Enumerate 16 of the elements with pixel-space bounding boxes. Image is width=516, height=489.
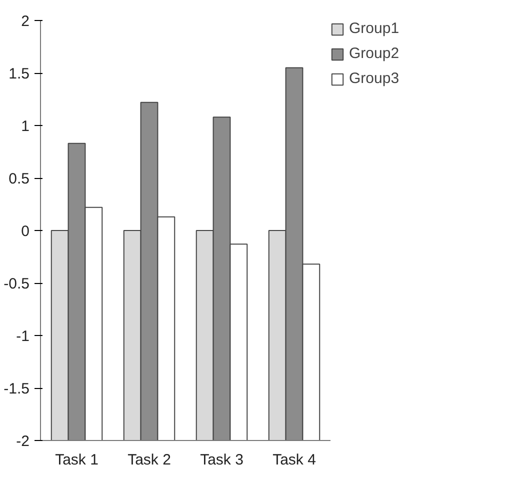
legend-label: Group2 bbox=[349, 45, 400, 62]
y-tick-label: -2 bbox=[16, 433, 30, 450]
y-tick-label: -0.5 bbox=[4, 276, 30, 292]
y-tick-label: 1 bbox=[21, 118, 30, 135]
y-tick-label: 0 bbox=[21, 223, 30, 240]
y-tick-label: 0.5 bbox=[8, 170, 30, 188]
y-tick-label: -1 bbox=[16, 328, 30, 345]
y-tick-label: -1.5 bbox=[4, 380, 30, 398]
y-tick-label: 1.5 bbox=[8, 66, 30, 82]
legend-label: Group3 bbox=[349, 70, 400, 87]
x-tick-label: Task 3 bbox=[200, 452, 244, 468]
y-tick-label: 2 bbox=[21, 13, 30, 30]
x-tick-label: Task 2 bbox=[128, 452, 171, 468]
x-tick-label: Task 4 bbox=[272, 452, 316, 468]
x-tick-label: Task 1 bbox=[55, 452, 98, 468]
legend-label: Group1 bbox=[349, 20, 400, 37]
